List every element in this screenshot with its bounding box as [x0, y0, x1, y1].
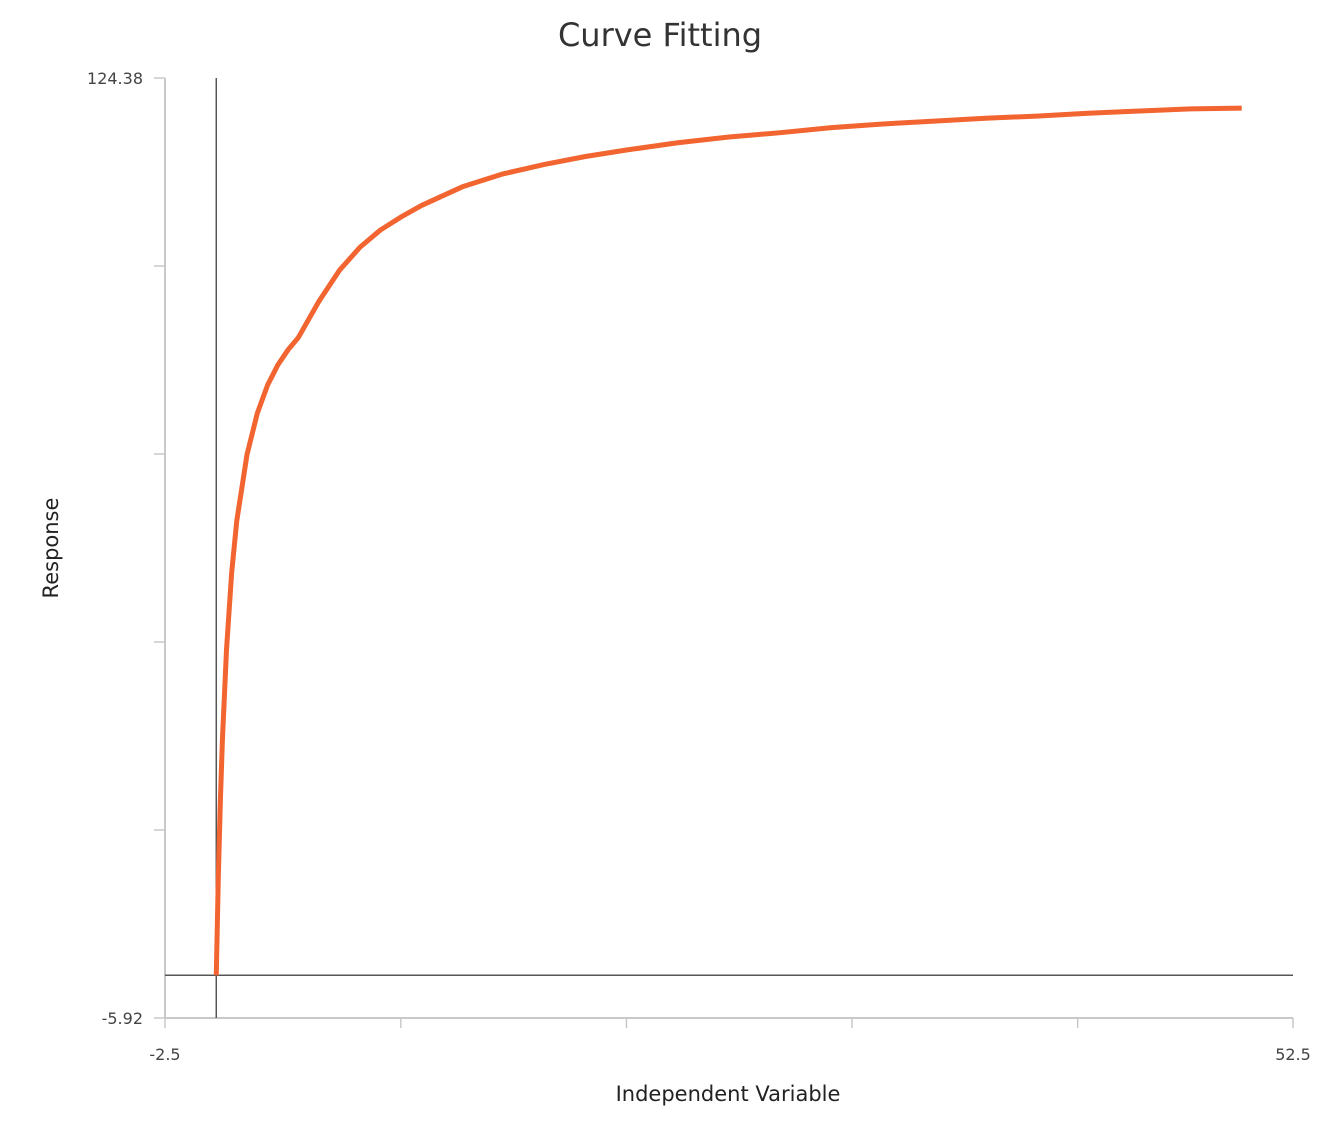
y-ticks: [154, 77, 165, 1019]
tick-labels: 124.38 -5.92 -2.5 52.5: [87, 69, 1311, 1064]
series-line-0: [213, 105, 1242, 976]
chart-title: Curve Fitting: [558, 16, 762, 54]
y-axis-title: Response: [39, 498, 63, 599]
series-layer: [213, 105, 1242, 976]
y-tick-label-max: 124.38: [87, 69, 143, 88]
x-tick-label-min: -2.5: [149, 1045, 180, 1064]
x-tick-label-max: 52.5: [1275, 1045, 1311, 1064]
axes: [154, 77, 1294, 1028]
x-ticks: [164, 1018, 1294, 1028]
y-tick-label-min: -5.92: [102, 1009, 143, 1028]
x-axis-title: Independent Variable: [616, 1082, 841, 1106]
reference-lines: [165, 78, 1293, 1018]
